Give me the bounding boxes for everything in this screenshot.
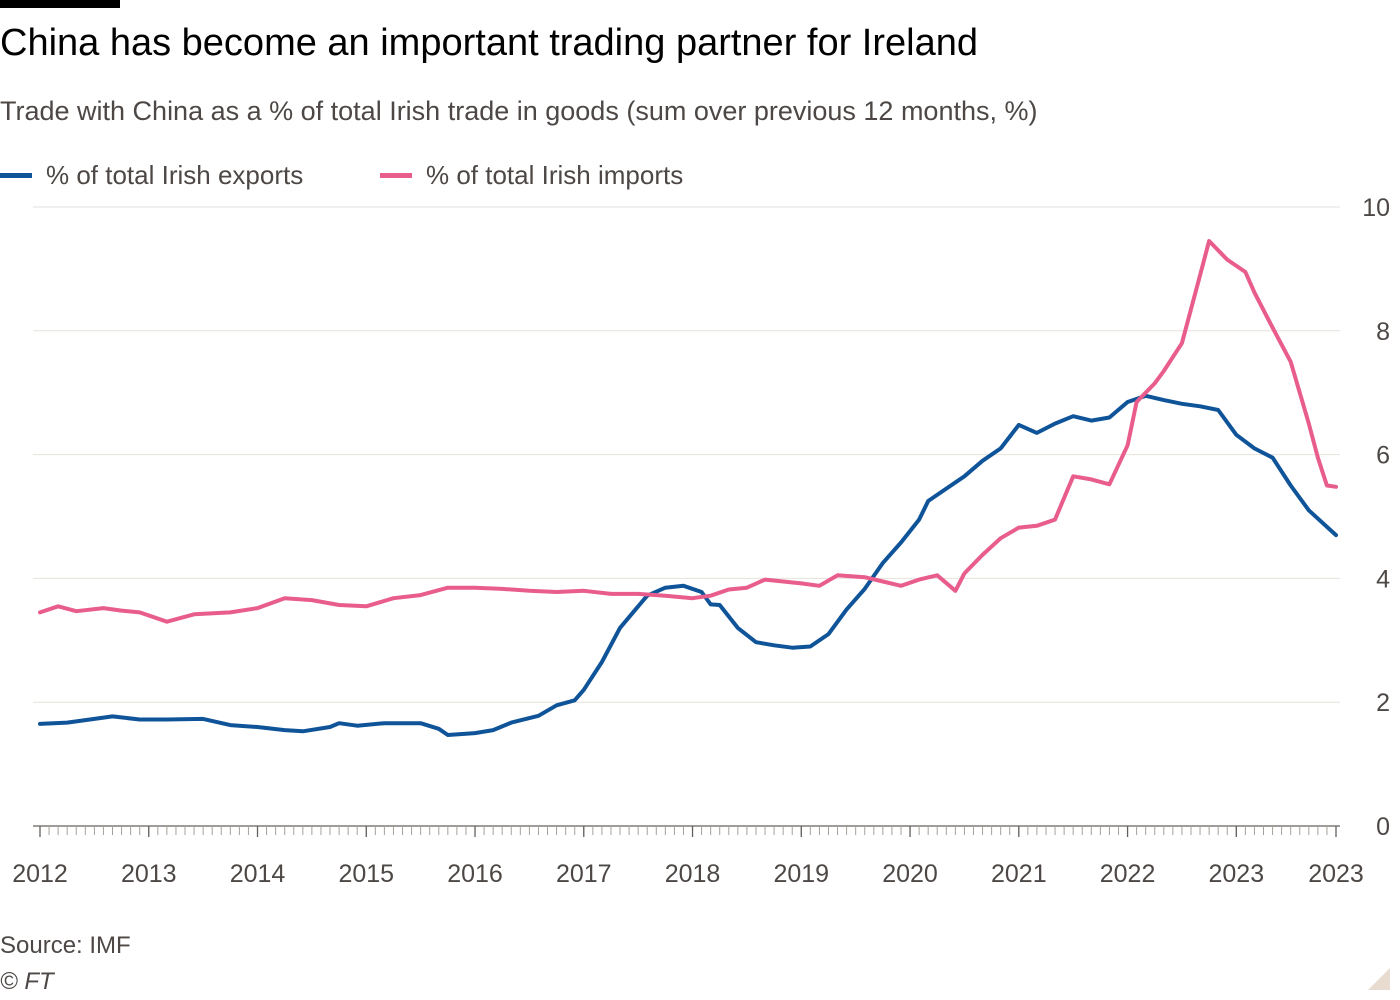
corner-fold-icon — [1368, 968, 1390, 990]
x-tick-label-0: 2012 — [12, 860, 68, 888]
source-note: Source: IMF — [0, 932, 131, 959]
gridlines — [33, 206, 1340, 703]
y-tick-label-10: 10 — [1362, 194, 1390, 222]
legend-item-exports: % of total Irish exports — [0, 160, 303, 191]
y-axis-tick-labels: 0 2 4 6 8 10 — [1362, 194, 1390, 841]
series-line-exports — [38, 393, 1338, 737]
top-accent-bar — [0, 0, 120, 8]
line-chart: 0 2 4 6 8 10 2012 2013 2014 2015 2016 2017 2018 2019… — [12, 194, 1390, 888]
x-tick-label-3: 2015 — [338, 860, 394, 888]
y-tick-label-6: 6 — [1376, 442, 1390, 470]
series-lines — [38, 239, 1338, 737]
x-tick-label-8: 2020 — [882, 860, 938, 888]
x-tick-label-11: 2023 — [1208, 860, 1264, 888]
y-tick-label-2: 2 — [1376, 689, 1390, 717]
legend-item-imports: % of total Irish imports — [380, 160, 683, 191]
series-line-imports — [38, 239, 1338, 624]
y-tick-label-0: 0 — [1376, 813, 1390, 841]
y-tick-label-8: 8 — [1376, 318, 1390, 346]
x-tick-label-1: 2013 — [121, 860, 177, 888]
x-tick-label-12: 2023 — [1308, 860, 1364, 888]
legend-swatch-imports — [380, 173, 412, 178]
x-tick-label-6: 2018 — [665, 860, 721, 888]
x-tick-label-9: 2021 — [991, 860, 1047, 888]
chart-title: China has become an important trading pa… — [0, 22, 978, 64]
legend-label-imports: % of total Irish imports — [426, 160, 684, 190]
x-tick-label-2: 2014 — [230, 860, 286, 888]
x-tick-label-7: 2019 — [773, 860, 829, 888]
x-tick-label-10: 2022 — [1100, 860, 1156, 888]
legend-swatch-exports — [0, 173, 32, 178]
x-tick-label-5: 2017 — [556, 860, 612, 888]
x-axis: 2012 2013 2014 2015 2016 2017 2018 2019 2020 2021… — [12, 825, 1364, 888]
copyright-note: © FT — [0, 968, 54, 995]
chart-subtitle: Trade with China as a % of total Irish t… — [0, 96, 1038, 126]
x-tick-label-4: 2016 — [447, 860, 503, 888]
y-tick-label-4: 4 — [1376, 565, 1390, 593]
legend-label-exports: % of total Irish exports — [46, 160, 304, 190]
